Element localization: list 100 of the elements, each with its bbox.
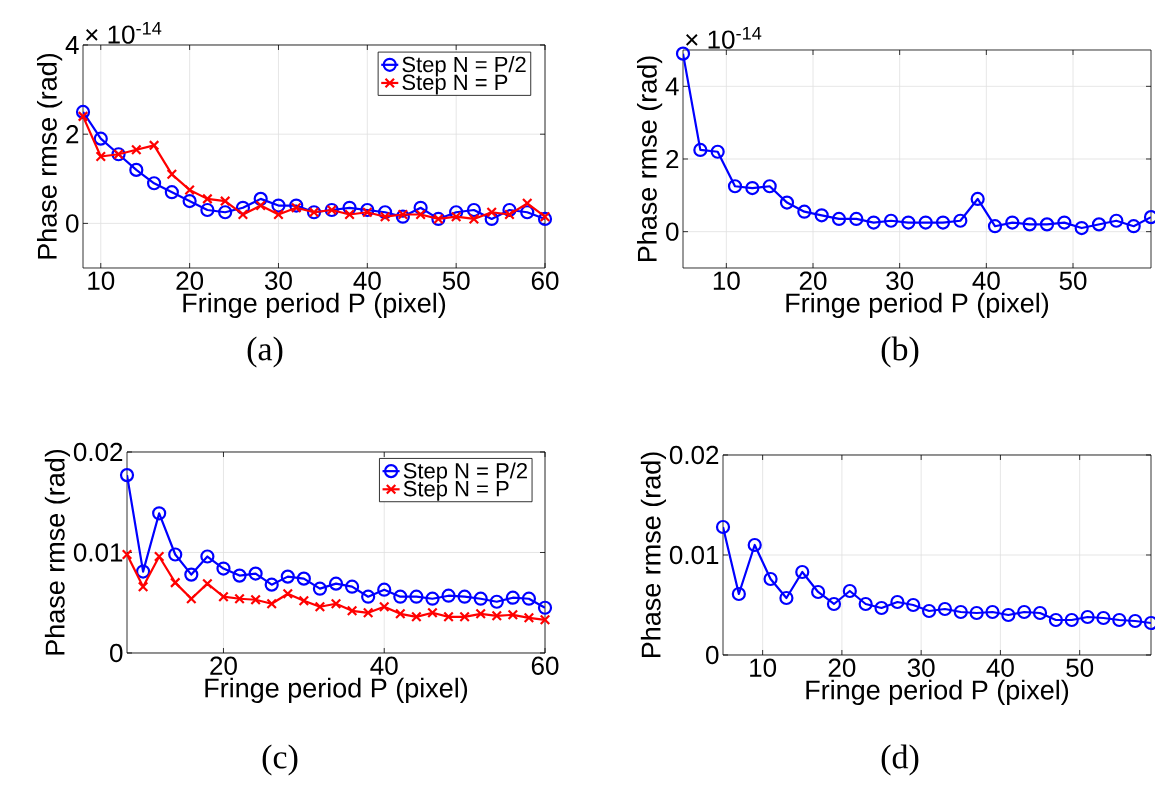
point: [314, 601, 326, 613]
point: [298, 595, 310, 607]
point: [747, 537, 762, 553]
point: [218, 205, 233, 220]
y-tick-label: 2: [666, 149, 679, 169]
point: [289, 198, 304, 213]
point: [1039, 217, 1055, 232]
point: [537, 600, 553, 615]
x-tick-label: 20: [828, 658, 856, 677]
point: [184, 184, 195, 196]
point: [362, 607, 374, 619]
x-tick-label: 20: [799, 271, 827, 290]
point: [135, 564, 151, 579]
point: [1064, 612, 1079, 628]
y-tick-label: 0.01: [669, 545, 719, 565]
point: [264, 577, 279, 592]
point: [953, 604, 968, 620]
point: [427, 607, 438, 619]
point: [202, 193, 213, 205]
point: [1112, 612, 1127, 628]
point: [866, 215, 881, 230]
point: [441, 588, 456, 603]
point: [811, 584, 826, 600]
point: [119, 468, 135, 483]
point: [164, 185, 179, 200]
point: [280, 569, 295, 584]
point: [379, 211, 391, 223]
point: [248, 566, 263, 581]
point: [468, 213, 480, 225]
x-tick-label: 50: [1066, 658, 1094, 677]
point: [93, 131, 108, 146]
point: [232, 568, 247, 583]
point: [504, 209, 515, 220]
point: [166, 168, 178, 180]
point: [502, 202, 517, 218]
point: [520, 205, 535, 220]
point: [344, 579, 360, 594]
point: [539, 211, 551, 223]
x-tick-label: 60: [531, 271, 559, 290]
point: [1109, 213, 1124, 228]
point: [883, 213, 899, 228]
x-tick-label: 50: [1059, 271, 1087, 290]
point: [393, 589, 408, 604]
point: [219, 195, 231, 207]
point: [797, 204, 812, 219]
point: [918, 215, 933, 230]
point: [826, 596, 842, 612]
point: [693, 142, 708, 158]
point: [1057, 215, 1072, 230]
point: [377, 582, 392, 597]
point: [727, 179, 743, 194]
x-tick-label: 40: [986, 658, 1014, 677]
point: [489, 594, 504, 609]
x-tick-label: 50: [442, 271, 470, 290]
point: [491, 610, 503, 622]
point: [890, 594, 905, 610]
x-tick-label: 10: [750, 658, 777, 677]
point: [411, 611, 422, 623]
point: [95, 151, 107, 162]
point: [1128, 613, 1143, 629]
y-tick-label: 0.01: [73, 543, 123, 562]
point: [450, 211, 462, 223]
point: [185, 593, 197, 605]
point: [234, 593, 245, 605]
point: [985, 604, 1000, 620]
point: [216, 561, 231, 576]
point: [937, 601, 953, 617]
point: [394, 608, 406, 620]
point: [507, 609, 519, 621]
point: [906, 597, 921, 613]
point: [1022, 217, 1037, 232]
point: [237, 209, 249, 220]
point: [395, 209, 410, 224]
point: [290, 202, 302, 214]
point: [858, 596, 873, 612]
point: [814, 208, 829, 223]
point: [521, 591, 537, 606]
x-tick-label: 20: [176, 271, 204, 290]
point: [182, 194, 197, 209]
point: [330, 598, 342, 610]
point: [153, 551, 165, 562]
point: [409, 589, 424, 604]
y-axis-title: Phase rmse (rad): [636, 56, 663, 262]
point: [415, 209, 426, 220]
text: × 10$^{-14}$: [86, 22, 162, 44]
point: [795, 564, 810, 580]
point: [763, 571, 778, 587]
point: [1005, 215, 1020, 230]
point: [253, 191, 268, 206]
point: [146, 176, 162, 191]
point: [745, 180, 760, 196]
point: [779, 195, 795, 210]
point: [457, 589, 472, 604]
point: [296, 571, 311, 586]
point: [152, 506, 167, 521]
x-tick-label: 20: [210, 656, 237, 675]
point: [849, 211, 864, 227]
point: [75, 104, 91, 119]
point: [715, 519, 731, 535]
y-tick-label: 2: [66, 125, 79, 144]
